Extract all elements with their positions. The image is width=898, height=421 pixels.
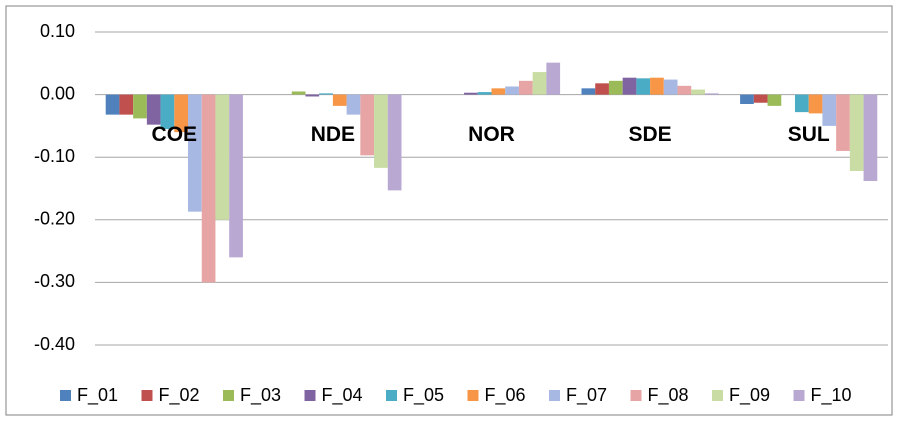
x-tick-label: SUL [788, 123, 830, 146]
x-tick-label: COE [152, 123, 198, 146]
bar [863, 94, 878, 181]
legend-swatch [712, 390, 723, 401]
bar [374, 94, 388, 168]
legend-label: F_05 [403, 385, 444, 406]
y-tick-label: 0.10 [40, 21, 75, 41]
bar [677, 85, 692, 95]
bar [174, 94, 189, 133]
bar [767, 94, 782, 106]
bar [505, 86, 519, 95]
y-tick-label: 0.00 [40, 83, 75, 103]
bar [622, 77, 637, 95]
bar [581, 88, 596, 95]
chart-frame [5, 5, 893, 416]
bar [650, 77, 664, 95]
legend-label: F_10 [811, 385, 852, 406]
bar [291, 91, 306, 95]
legend-swatch [223, 390, 234, 401]
legend-swatch [793, 390, 805, 401]
bar [215, 94, 230, 220]
legend-label: F_06 [485, 385, 526, 406]
y-tick-label: -0.30 [34, 271, 75, 291]
bar [188, 94, 202, 212]
bar [740, 94, 754, 104]
legend-swatch [467, 390, 479, 401]
y-tick-label: -0.20 [34, 209, 75, 229]
x-tick-label: NDE [311, 123, 355, 146]
bar [229, 94, 243, 258]
bar [836, 94, 850, 151]
legend-label: F_01 [77, 385, 118, 406]
bar [518, 80, 533, 95]
y-tick-label: -0.10 [34, 146, 75, 166]
bar [360, 94, 375, 156]
bar [477, 92, 492, 95]
bar [160, 94, 175, 130]
y-tick-label: -0.40 [34, 334, 75, 354]
bar [387, 94, 402, 191]
legend-label: F_04 [322, 385, 363, 406]
x-tick-label: SDE [629, 123, 672, 146]
bar [753, 94, 768, 103]
bar [595, 83, 609, 95]
bar [119, 94, 134, 115]
bar [491, 88, 506, 95]
legend-swatch [386, 390, 397, 401]
legend-label: F_09 [729, 385, 770, 406]
bar [546, 62, 561, 95]
bar [636, 78, 651, 95]
bar [822, 94, 837, 126]
bar [808, 94, 823, 114]
legend-label: F_03 [240, 385, 281, 406]
legend-label: F_08 [648, 385, 689, 406]
bar [691, 89, 705, 95]
bar [849, 94, 864, 171]
bar [663, 79, 678, 95]
bar [146, 94, 161, 125]
legend-label: F_02 [159, 385, 200, 406]
bar [319, 93, 333, 95]
legend-swatch [549, 390, 560, 401]
legend-swatch [630, 390, 642, 401]
bar [332, 94, 347, 106]
bar [532, 72, 547, 95]
bar [133, 94, 147, 119]
bar [105, 94, 120, 115]
legend-swatch [60, 390, 71, 401]
legend-swatch [141, 390, 153, 401]
bar [608, 80, 623, 95]
bar [464, 92, 478, 95]
bar [794, 94, 809, 113]
legend-swatch [304, 390, 316, 401]
x-tick-label: NOR [468, 123, 515, 146]
bar [305, 94, 320, 97]
legend-label: F_07 [566, 385, 607, 406]
bar [346, 94, 361, 115]
bar [201, 94, 216, 283]
bar [704, 93, 719, 95]
